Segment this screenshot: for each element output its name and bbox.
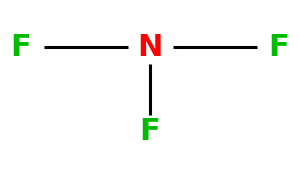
Text: F: F [140, 117, 160, 146]
Text: F: F [11, 33, 32, 62]
Text: N: N [137, 33, 163, 62]
Text: F: F [268, 33, 290, 62]
